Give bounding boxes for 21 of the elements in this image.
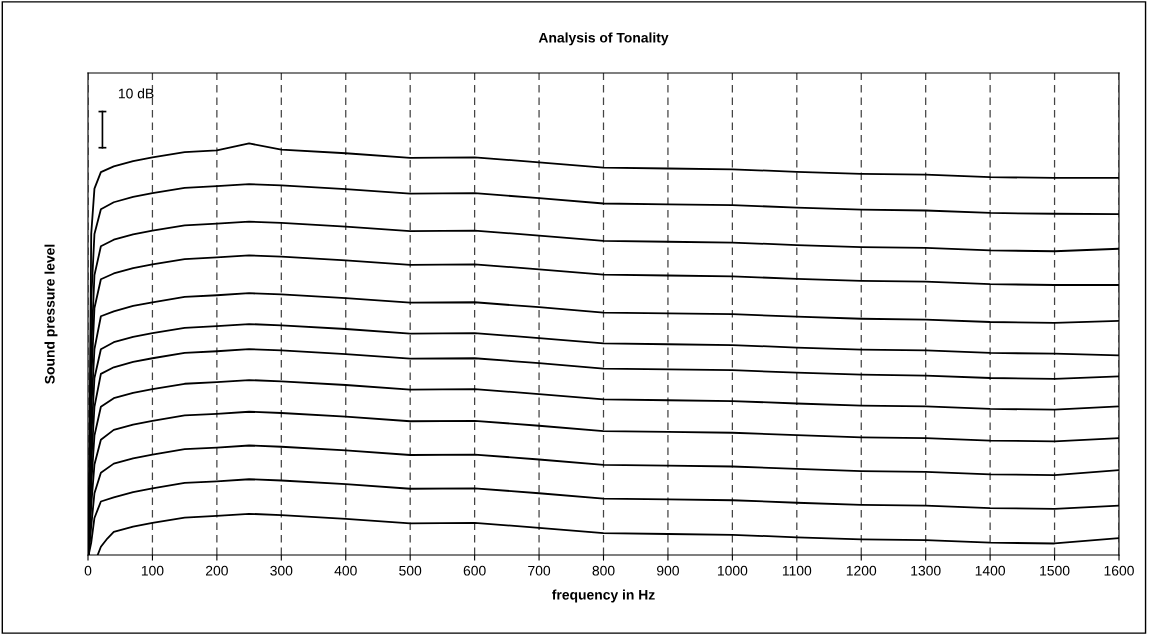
x-tick-label: 400: [334, 565, 357, 576]
x-tick-label: 1200: [846, 565, 877, 576]
x-tick-label: 1400: [975, 565, 1006, 576]
x-tick-label: 300: [270, 565, 293, 576]
x-tick-label: 1300: [911, 565, 941, 576]
x-tick-label: 1100: [782, 565, 812, 576]
x-tick-label: 600: [463, 565, 486, 576]
x-tick-label: 200: [205, 565, 228, 576]
x-axis-title: frequency in Hz: [552, 589, 655, 603]
y-axis-title: Sound pressure level: [44, 244, 58, 384]
chart-title: Analysis of Tonality: [538, 32, 669, 46]
x-tick-label: 1500: [1040, 565, 1070, 576]
x-tick-label: 1600: [1104, 565, 1134, 576]
x-tick-label: 900: [657, 565, 679, 576]
x-tick-label: 700: [528, 565, 551, 576]
text: 10 dB: [118, 88, 154, 99]
x-tick-label: 100: [141, 565, 164, 576]
x-tick-label: 0: [84, 565, 92, 576]
x-tick-label: 800: [592, 565, 615, 576]
x-tick-label: 1000: [717, 565, 748, 576]
x-tick-label: 500: [399, 565, 422, 576]
